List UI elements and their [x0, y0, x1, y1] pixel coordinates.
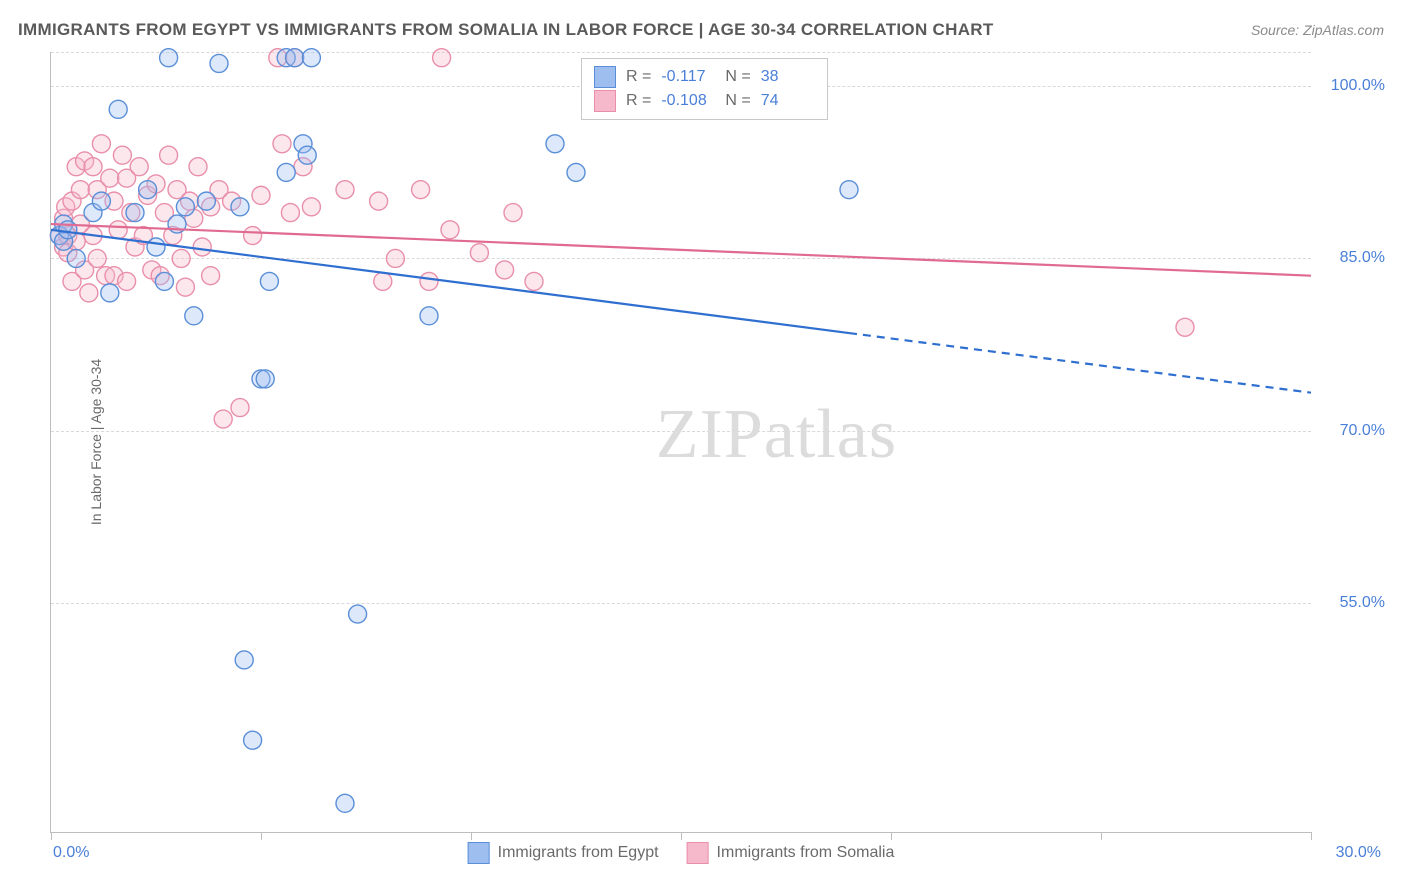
- n-value-somalia: 74: [761, 92, 815, 110]
- legend-series: Immigrants from Egypt Immigrants from So…: [468, 842, 895, 864]
- y-tick-label: 100.0%: [1331, 77, 1385, 95]
- swatch-somalia: [594, 90, 616, 112]
- r-label: R =: [626, 92, 651, 110]
- y-tick-label: 70.0%: [1340, 422, 1385, 440]
- y-tick-label: 85.0%: [1340, 249, 1385, 267]
- legend-label-egypt: Immigrants from Egypt: [498, 844, 659, 862]
- r-value-egypt: -0.117: [661, 68, 715, 86]
- n-label: N =: [725, 68, 750, 86]
- scatter-svg: [51, 52, 1311, 832]
- swatch-egypt-icon: [468, 842, 490, 864]
- plot-area: In Labor Force | Age 30-34 55.0%70.0%85.…: [50, 52, 1311, 833]
- legend-item-somalia: Immigrants from Somalia: [687, 842, 895, 864]
- source-attribution: Source: ZipAtlas.com: [1251, 22, 1384, 38]
- swatch-egypt: [594, 66, 616, 88]
- r-label: R =: [626, 68, 651, 86]
- x-tick-label-min: 0.0%: [53, 844, 89, 862]
- legend-label-somalia: Immigrants from Somalia: [717, 844, 895, 862]
- n-value-egypt: 38: [761, 68, 815, 86]
- chart-title: IMMIGRANTS FROM EGYPT VS IMMIGRANTS FROM…: [18, 20, 994, 40]
- n-label: N =: [725, 92, 750, 110]
- y-tick-label: 55.0%: [1340, 594, 1385, 612]
- swatch-somalia-icon: [687, 842, 709, 864]
- legend-row-somalia: R = -0.108 N = 74: [594, 89, 815, 113]
- r-value-somalia: -0.108: [661, 92, 715, 110]
- legend-row-egypt: R = -0.117 N = 38: [594, 65, 815, 89]
- x-tick-label-max: 30.0%: [1336, 844, 1381, 862]
- legend-correlation: R = -0.117 N = 38 R = -0.108 N = 74: [581, 58, 828, 120]
- legend-item-egypt: Immigrants from Egypt: [468, 842, 659, 864]
